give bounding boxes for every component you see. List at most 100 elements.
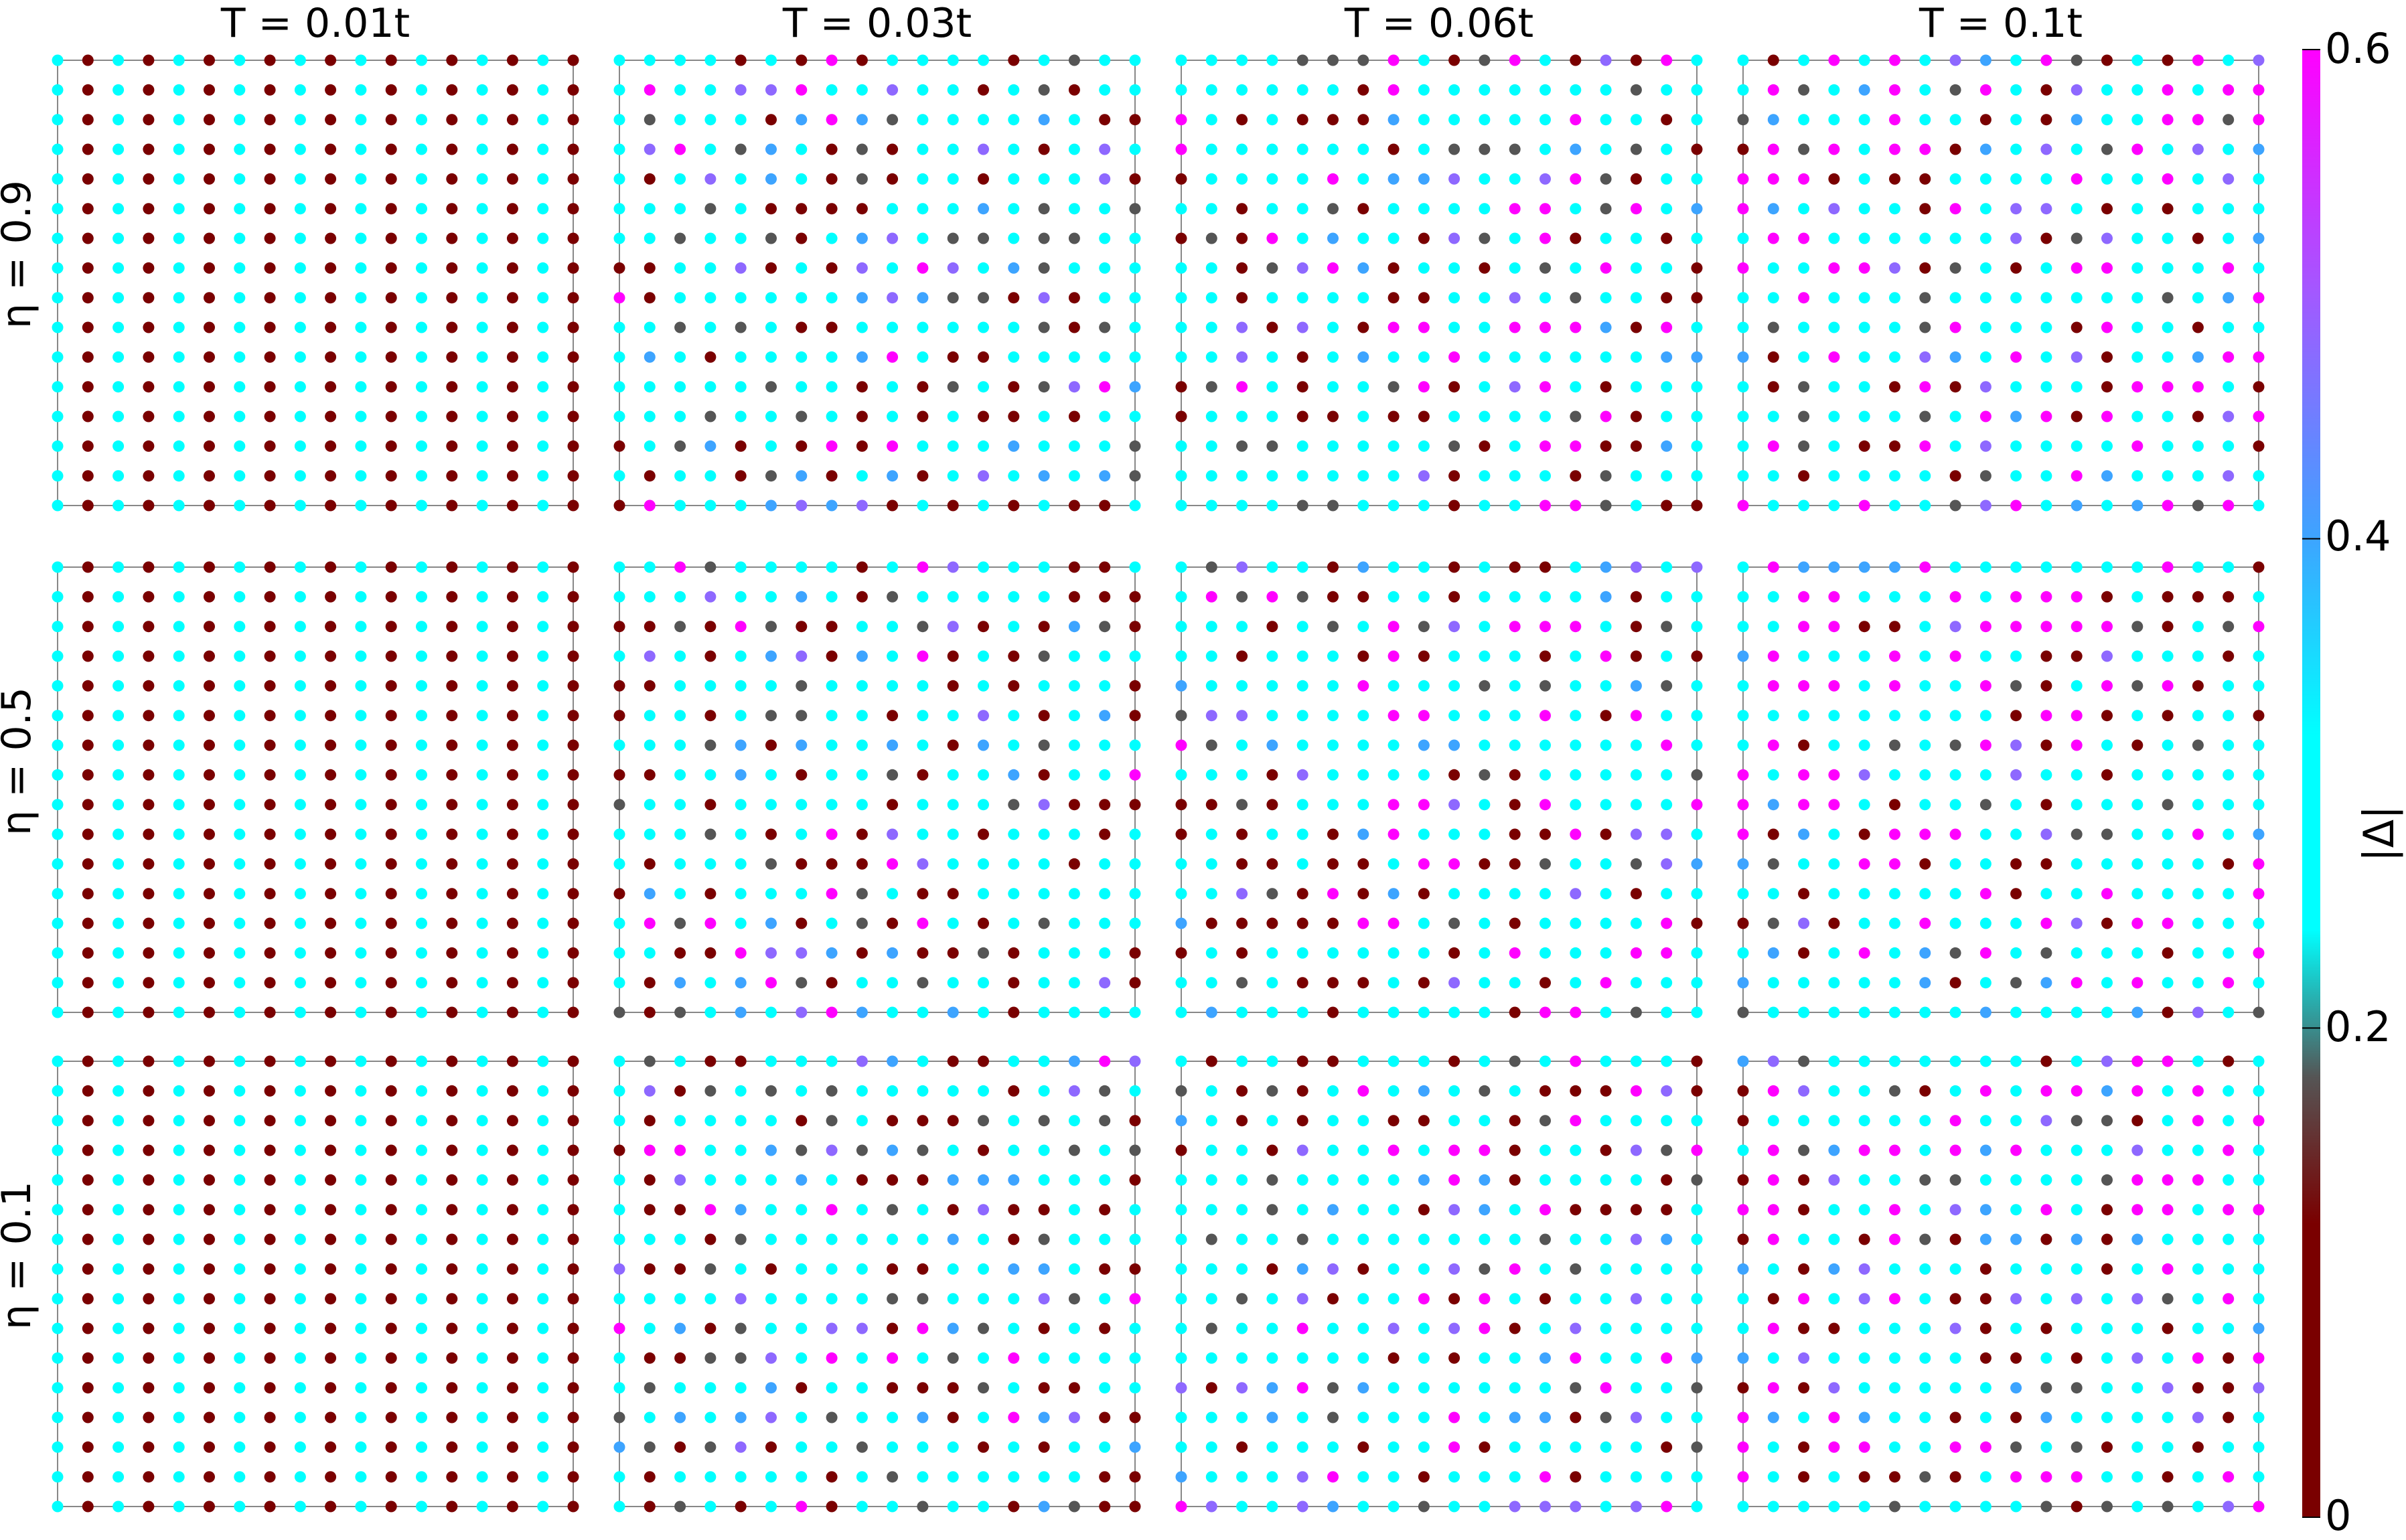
lattice-site xyxy=(1600,292,1612,304)
lattice-site xyxy=(1737,321,1749,333)
panel-frame xyxy=(1742,1061,2259,1507)
lattice-site xyxy=(1038,84,1050,96)
lattice-site xyxy=(416,54,427,66)
lattice-site xyxy=(1038,1204,1050,1216)
lattice-site xyxy=(826,173,838,185)
lattice-site xyxy=(2253,143,2265,155)
lattice-site xyxy=(234,440,246,452)
lattice-site xyxy=(506,710,518,722)
lattice-site xyxy=(385,440,397,452)
lattice-site xyxy=(1129,1471,1141,1483)
lattice-site xyxy=(2071,321,2083,333)
lattice-site xyxy=(1008,173,1020,185)
lattice-site xyxy=(1387,591,1400,603)
lattice-site xyxy=(796,351,808,363)
lattice-site xyxy=(1418,1204,1430,1216)
lattice-site xyxy=(294,143,306,155)
lattice-site xyxy=(1979,977,1991,989)
lattice-site xyxy=(1327,321,1339,333)
lattice-site xyxy=(947,1441,959,1453)
lattice-site xyxy=(1205,828,1217,840)
lattice-site xyxy=(234,621,246,633)
lattice-site xyxy=(1266,1263,1278,1275)
lattice-site xyxy=(2192,917,2204,929)
lattice-site xyxy=(856,1382,868,1394)
lattice-site xyxy=(1129,1204,1141,1216)
lattice-site xyxy=(1038,1411,1050,1423)
lattice-site xyxy=(1099,1115,1111,1127)
lattice-site xyxy=(978,799,989,811)
lattice-site xyxy=(1798,1471,1810,1483)
lattice-site xyxy=(1099,54,1111,66)
lattice-site xyxy=(887,1006,899,1018)
lattice-site xyxy=(1539,621,1551,633)
lattice-site xyxy=(234,114,246,126)
lattice-site xyxy=(1889,1382,1900,1394)
lattice-site xyxy=(1737,499,1749,512)
lattice-site xyxy=(1600,84,1612,96)
lattice-site xyxy=(735,1085,747,1097)
lattice-site xyxy=(1630,440,1642,452)
lattice-site xyxy=(1205,440,1217,452)
lattice-site xyxy=(416,321,427,333)
lattice-site xyxy=(1570,1411,1582,1423)
lattice-site xyxy=(1949,114,1961,126)
lattice-site xyxy=(1509,739,1521,751)
lattice-site xyxy=(476,203,488,215)
lattice-site xyxy=(978,769,989,781)
lattice-site xyxy=(446,1085,458,1097)
lattice-site xyxy=(644,173,656,185)
lattice-site xyxy=(1919,1293,1931,1305)
colorbar-tick-0.6: 0.6 xyxy=(2325,24,2391,73)
lattice-site xyxy=(1479,292,1491,304)
lattice-site xyxy=(856,621,868,633)
lattice-site xyxy=(1691,1204,1703,1216)
lattice-site xyxy=(735,410,747,422)
lattice-site xyxy=(1387,440,1400,452)
lattice-site xyxy=(674,1322,686,1334)
lattice-site xyxy=(1357,114,1369,126)
lattice-site xyxy=(112,321,125,333)
panel-1-1 xyxy=(613,561,1141,1018)
lattice-site xyxy=(385,499,397,512)
lattice-site xyxy=(446,203,458,215)
lattice-site xyxy=(1828,1471,1840,1483)
lattice-site xyxy=(1038,1471,1050,1483)
lattice-site xyxy=(1889,888,1900,900)
lattice-site xyxy=(476,84,488,96)
lattice-site xyxy=(294,1471,306,1483)
lattice-site xyxy=(2162,173,2174,185)
lattice-site xyxy=(1737,1006,1749,1018)
lattice-site xyxy=(2253,1233,2265,1245)
lattice-site xyxy=(1175,769,1187,781)
lattice-site xyxy=(385,621,397,633)
lattice-site xyxy=(796,680,808,692)
lattice-site xyxy=(143,769,155,781)
lattice-site xyxy=(537,410,549,422)
lattice-site xyxy=(2010,977,2022,989)
lattice-site xyxy=(1236,410,1248,422)
lattice-site xyxy=(2162,54,2174,66)
lattice-site xyxy=(1889,54,1900,66)
lattice-site xyxy=(1509,470,1521,482)
lattice-site xyxy=(796,917,808,929)
lattice-site xyxy=(765,143,777,155)
lattice-site xyxy=(613,1382,625,1394)
lattice-site xyxy=(1661,351,1673,363)
lattice-site xyxy=(1889,947,1900,959)
lattice-site xyxy=(204,1006,215,1018)
lattice-site xyxy=(355,173,367,185)
lattice-site xyxy=(446,977,458,989)
lattice-site xyxy=(644,143,656,155)
lattice-site xyxy=(1570,143,1582,155)
lattice-site xyxy=(1661,1144,1673,1156)
lattice-site xyxy=(1630,410,1642,422)
lattice-site xyxy=(385,351,397,363)
lattice-site xyxy=(1570,947,1582,959)
lattice-site xyxy=(765,232,777,244)
lattice-site xyxy=(1387,947,1400,959)
lattice-site xyxy=(1418,173,1430,185)
lattice-site xyxy=(1357,1174,1369,1186)
lattice-site xyxy=(947,1144,959,1156)
lattice-site xyxy=(917,977,929,989)
